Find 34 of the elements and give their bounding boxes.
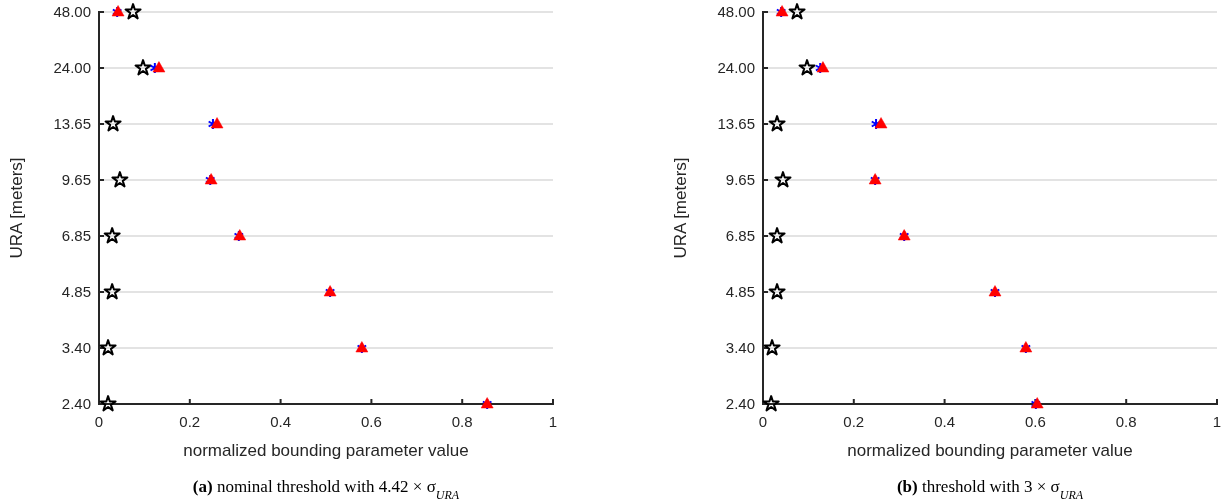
y-tick-label: 4.85 <box>61 283 91 300</box>
x-tick-label: 0.8 <box>451 413 473 430</box>
text: (b) threshold with 3 × σ$_{URA}$ <box>896 477 1084 502</box>
x-tick-label: 1 <box>1212 413 1222 430</box>
y-tick-label: 6.85 <box>725 227 755 244</box>
y-tick-label: 9.65 <box>725 171 755 188</box>
x-tick-label: 0.4 <box>934 413 956 430</box>
y-tick-label: 48.00 <box>717 3 755 20</box>
y-tick-label: 2.40 <box>61 395 91 412</box>
x-tick-label: 0 <box>758 413 768 430</box>
y-tick-label: 24.00 <box>53 59 91 76</box>
y-tick-label: 13.65 <box>717 115 755 132</box>
x-axis-title: normalized bounding parameter value <box>847 441 1133 460</box>
y-axis-title: URA [meters] <box>671 157 690 259</box>
x-axis-title: normalized bounding parameter value <box>183 441 469 460</box>
x-tick-label: 0.2 <box>843 413 865 430</box>
x-tick-label: 0 <box>94 413 104 430</box>
y-tick-label: 48.00 <box>53 3 91 20</box>
x-tick-label: 0.6 <box>1024 413 1046 430</box>
x-tick-label: 1 <box>548 413 558 430</box>
text: (a) nominal threshold with 4.42 × σ$_{URA}$ <box>192 477 460 502</box>
y-tick-label: 4.85 <box>725 283 755 300</box>
x-tick-label: 0.4 <box>270 413 292 430</box>
y-tick-label: 6.85 <box>61 227 91 244</box>
y-tick-label: 24.00 <box>717 59 755 76</box>
y-tick-label: 9.65 <box>61 171 91 188</box>
x-tick-label: 0.6 <box>360 413 382 430</box>
y-axis-title: URA [meters] <box>7 157 26 259</box>
x-tick-label: 0.2 <box>179 413 201 430</box>
y-tick-label: 3.40 <box>61 339 91 356</box>
y-tick-label: 2.40 <box>725 395 755 412</box>
y-tick-label: 13.65 <box>53 115 91 132</box>
y-tick-label: 3.40 <box>725 339 755 356</box>
x-tick-label: 0.8 <box>1115 413 1137 430</box>
